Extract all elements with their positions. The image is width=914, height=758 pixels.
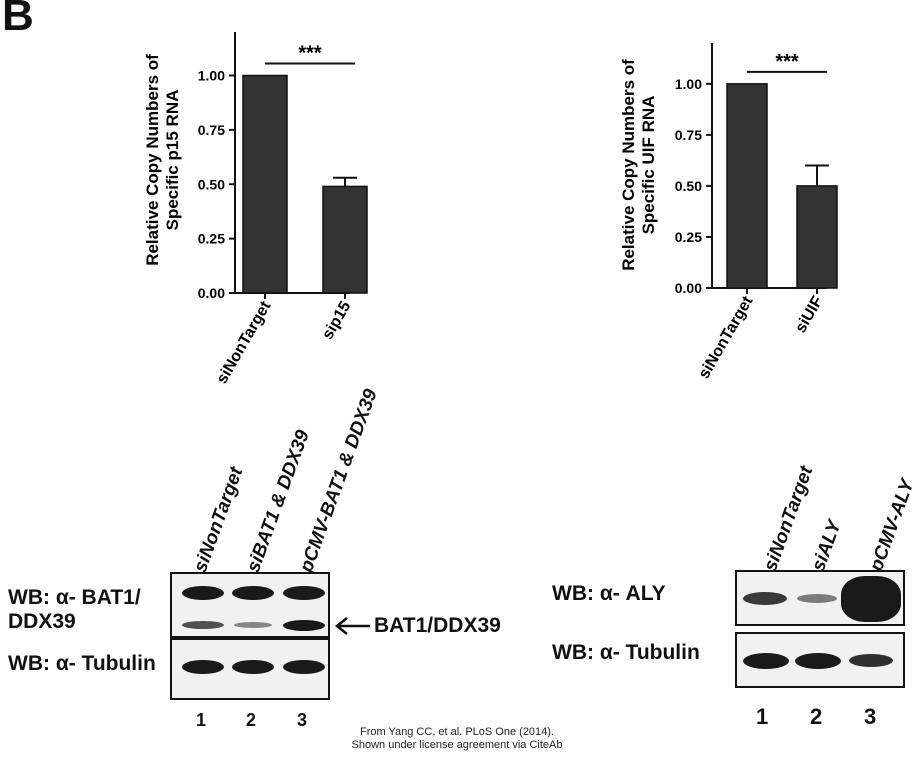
- panel-label: B: [2, 0, 34, 40]
- lane-number-1: 1: [756, 704, 769, 729]
- band-tubulin-lane-1: [182, 660, 224, 674]
- band-upper-lane-1: [182, 586, 224, 600]
- band-upper-lane-2: [232, 586, 274, 600]
- wb-label-bat1: WB: α- BAT1/ DDX39: [8, 586, 141, 634]
- blot-aly: [735, 570, 905, 626]
- bar: [796, 185, 838, 289]
- y-tick-label: 0.50: [675, 178, 702, 194]
- x-tick-label: sip15: [319, 298, 354, 342]
- blot-tubulin-right: [735, 632, 905, 688]
- band-aly-lane-1: [743, 592, 787, 605]
- band-aly-lane-3: [841, 576, 901, 622]
- lane-label-3: pCMV-BAT1 & DDX39: [296, 386, 382, 576]
- band-tubulin-lane-1: [743, 653, 789, 669]
- significance-label: ***: [775, 51, 799, 73]
- wb-label-aly: WB: α- ALY: [552, 582, 666, 605]
- x-tick-label: siNonTarget: [696, 293, 757, 382]
- bar: [242, 74, 288, 294]
- y-tick-label: 1.00: [198, 68, 225, 84]
- bar: [726, 83, 768, 289]
- lane-label-3: pCMV-ALY: [866, 476, 914, 575]
- y-axis-label-line1: Relative Copy Numbers of: [143, 54, 162, 266]
- lane-number-2: 2: [810, 704, 823, 729]
- arrow-label: BAT1/DDX39: [374, 614, 501, 637]
- band-aly-lane-2: [797, 594, 837, 603]
- lane-number-2: 2: [246, 710, 257, 730]
- lane-number-3: 3: [297, 710, 308, 730]
- credit-line-1: From Yang CC, et al. PLoS One (2014).: [359, 726, 555, 738]
- lane-label-1: siNonTarget: [760, 463, 818, 575]
- lane-label-1: siNonTarget: [190, 464, 248, 576]
- band-tubulin-lane-2: [795, 653, 841, 669]
- blot-bat1: [170, 572, 330, 638]
- y-tick-label: 0.00: [198, 285, 225, 301]
- y-tick-label: 0.25: [198, 231, 225, 247]
- bar-chart-p15: Relative Copy Numbers of Specific p15 RN…: [143, 32, 368, 387]
- significance-label: ***: [298, 43, 322, 65]
- y-axis-label-line1: Relative Copy Numbers of: [619, 59, 638, 271]
- x-tick-label: siUIF: [792, 293, 826, 336]
- lane-number-3: 3: [864, 704, 877, 729]
- y-tick-label: 0.50: [198, 176, 225, 192]
- band-lower-lane-3: [283, 620, 325, 631]
- wb-label-bat1-line2: DDX39: [8, 610, 76, 634]
- credit-line-2: Shown under license agreement via CiteAb: [351, 739, 563, 752]
- y-axis-label-line2: Specific UIF RNA: [639, 96, 658, 235]
- wb-label-tubulin-left: WB: α- Tubulin: [8, 652, 156, 675]
- band-lower-lane-2: [234, 622, 272, 628]
- y-tick-label: 0.75: [675, 127, 702, 143]
- bar: [322, 185, 368, 294]
- wb-label-bat1-line1: WB: α- BAT1/: [8, 586, 141, 609]
- y-axis-label-line2: Specific p15 RNA: [163, 90, 182, 231]
- x-tick-label: siNonTarget: [214, 298, 275, 387]
- y-tick-label: 0.75: [198, 122, 225, 138]
- band-upper-lane-3: [283, 586, 325, 600]
- lane-number-1: 1: [196, 710, 207, 730]
- y-tick-label: 1.00: [675, 76, 702, 92]
- bar-chart-uif: Relative Copy Numbers of Specific UIF RN…: [619, 43, 838, 382]
- blot-tubulin-left: [170, 638, 330, 700]
- wb-label-tubulin-right: WB: α- Tubulin: [552, 641, 700, 664]
- y-tick-label: 0.00: [675, 280, 702, 296]
- band-lower-lane-1: [182, 621, 224, 629]
- lane-label-2: siALY: [808, 517, 846, 575]
- band-tubulin-lane-2: [232, 660, 274, 674]
- band-tubulin-lane-3: [283, 660, 325, 674]
- band-tubulin-lane-3: [849, 654, 893, 667]
- image-credit: From Yang CC, et al. PLoS One (2014). Sh…: [0, 726, 914, 752]
- arrow-icon: [334, 617, 370, 635]
- y-tick-label: 0.25: [675, 229, 702, 245]
